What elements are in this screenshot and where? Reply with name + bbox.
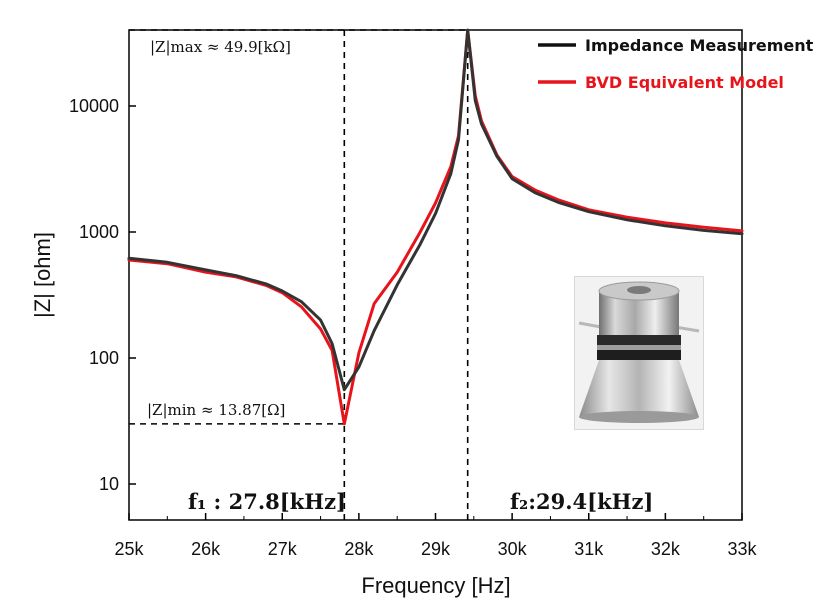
f2-annotation: f₂:29.4[kHz] xyxy=(510,489,653,514)
y-tick-label: 1000 xyxy=(79,222,119,242)
legend-label-measurement: Impedance Measurement xyxy=(585,36,814,55)
y-tick-label: 100 xyxy=(89,348,119,368)
x-tick-label: 31k xyxy=(574,539,604,559)
zmax-annotation: |Z|max ≈ 49.9[kΩ] xyxy=(150,38,291,56)
x-tick-label: 27k xyxy=(268,539,298,559)
y-tick-label: 10000 xyxy=(69,96,119,116)
transducer-illustration xyxy=(578,281,700,423)
x-tick-label: 25k xyxy=(114,539,144,559)
transducer-photo xyxy=(574,276,704,430)
x-tick-label: 29k xyxy=(421,539,451,559)
y-tick-label: 10 xyxy=(99,474,119,494)
zmin-annotation: |Z|min ≈ 13.87[Ω] xyxy=(147,401,285,419)
x-tick-label: 26k xyxy=(191,539,221,559)
measurement-series-line xyxy=(127,28,744,392)
legend-label-model: BVD Equivalent Model xyxy=(585,73,784,92)
x-tick-label: 30k xyxy=(498,539,528,559)
x-axis-title: Frequency [Hz] xyxy=(361,573,510,598)
x-tick-label: 33k xyxy=(727,539,757,559)
legend: Impedance Measurement BVD Equivalent Mod… xyxy=(538,36,814,92)
y-axis-title: |Z| [ohm] xyxy=(30,232,55,318)
f1-annotation: f₁ : 27.8[kHz] xyxy=(188,489,346,514)
axis-ticks: 25k 26k 27k 28k 29k 30k 31k 32k 33k 10 100 1000 1000… xyxy=(69,96,758,559)
data-series xyxy=(127,28,744,426)
x-tick-label: 32k xyxy=(651,539,681,559)
x-tick-label: 28k xyxy=(344,539,374,559)
reference-lines xyxy=(129,29,469,520)
